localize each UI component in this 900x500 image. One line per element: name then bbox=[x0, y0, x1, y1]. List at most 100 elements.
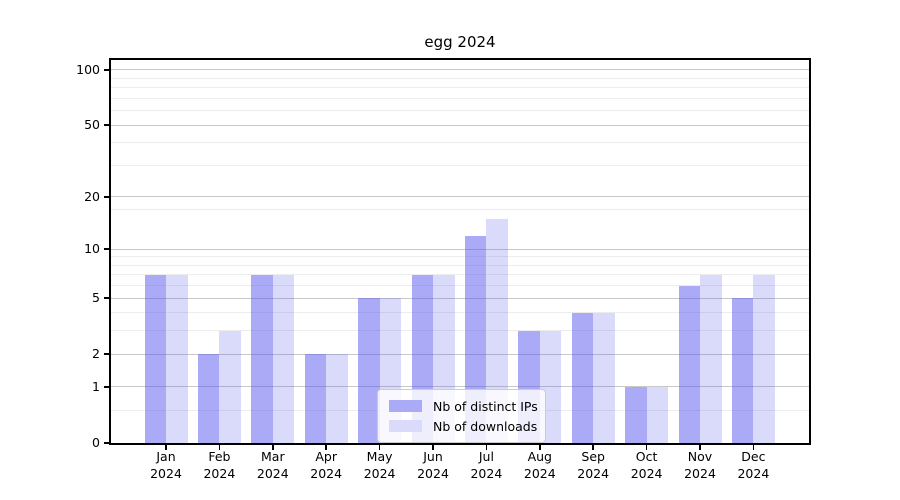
y-tick-mark bbox=[104, 124, 109, 126]
x-tick-mark bbox=[592, 445, 594, 450]
gridline-major bbox=[111, 353, 809, 355]
x-tick-month: May bbox=[366, 449, 393, 464]
x-tick-month: Jul bbox=[478, 449, 494, 464]
x-tick-label-jan: Jan 2024 bbox=[134, 449, 198, 482]
x-tick-mark bbox=[539, 445, 541, 450]
gridline-major bbox=[111, 297, 809, 299]
x-tick-label-may: May 2024 bbox=[348, 449, 412, 482]
x-tick-year: 2024 bbox=[256, 465, 289, 481]
x-tick-month: Dec bbox=[741, 449, 766, 464]
bar-distinct-ips-apr bbox=[304, 354, 327, 443]
x-tick-label-jul: Jul 2024 bbox=[454, 449, 518, 482]
x-tick-month: Feb bbox=[208, 449, 231, 464]
x-tick-month: Oct bbox=[635, 449, 658, 464]
gridline-minor bbox=[111, 77, 809, 79]
x-tick-mark bbox=[485, 445, 488, 450]
gridline-minor bbox=[111, 208, 809, 210]
x-tick-label-dec: Dec 2024 bbox=[721, 449, 785, 482]
gridline-major bbox=[111, 124, 809, 126]
x-tick-year: 2024 bbox=[363, 465, 396, 481]
legend-swatch-distinct-ips bbox=[389, 400, 422, 412]
y-tick-label: 100 bbox=[76, 61, 100, 77]
gridline-minor bbox=[111, 274, 809, 276]
x-tick-label-aug: Aug 2024 bbox=[508, 449, 572, 482]
plot-area bbox=[109, 58, 811, 445]
x-tick-month: Apr bbox=[315, 449, 337, 464]
bar-downloads-apr bbox=[326, 354, 348, 443]
gridline-minor bbox=[111, 87, 809, 89]
x-tick-label-jun: Jun 2024 bbox=[401, 449, 465, 482]
bar-distinct-ips-sep bbox=[571, 312, 594, 443]
x-tick-label-feb: Feb 2024 bbox=[187, 449, 251, 482]
x-tick-month: Aug bbox=[527, 449, 552, 464]
x-tick-mark bbox=[432, 445, 434, 450]
x-tick-month: Sep bbox=[581, 449, 605, 464]
x-tick-month: Jun bbox=[423, 449, 443, 464]
x-tick-label-apr: Apr 2024 bbox=[294, 449, 358, 482]
legend-label-distinct-ips: Nb of distinct IPs bbox=[433, 398, 538, 414]
y-tick-label: 1 bbox=[92, 378, 100, 394]
x-tick-month: Nov bbox=[687, 449, 713, 464]
y-tick-mark bbox=[104, 297, 109, 299]
bar-distinct-ips-oct bbox=[625, 386, 647, 443]
legend-swatch-downloads bbox=[389, 420, 422, 432]
x-tick-mark bbox=[218, 445, 221, 450]
x-tick-mark bbox=[752, 445, 755, 450]
legend-label-downloads: Nb of downloads bbox=[433, 418, 538, 434]
x-tick-year: 2024 bbox=[470, 465, 503, 481]
y-tick-mark bbox=[104, 442, 109, 444]
gridline-minor bbox=[111, 142, 809, 144]
gridline-minor bbox=[111, 312, 809, 314]
bar-distinct-ips-mar bbox=[251, 274, 273, 443]
bar-distinct-ips-nov bbox=[678, 285, 700, 443]
gridline-minor bbox=[111, 285, 809, 287]
gridline-minor bbox=[111, 330, 809, 332]
x-tick-year: 2024 bbox=[684, 465, 716, 481]
gridline-minor bbox=[111, 97, 809, 99]
x-tick-label-sep: Sep 2024 bbox=[561, 449, 625, 482]
x-tick-year: 2024 bbox=[630, 465, 663, 481]
y-tick-label: 0 bbox=[92, 435, 100, 450]
x-tick-year: 2024 bbox=[523, 465, 556, 481]
gridline-major bbox=[111, 196, 809, 198]
bar-distinct-ips-may bbox=[358, 298, 380, 443]
x-tick-mark bbox=[645, 445, 648, 450]
gridline-major bbox=[111, 386, 809, 388]
legend-item-downloads: Nb of downloads bbox=[378, 416, 545, 436]
x-tick-year: 2024 bbox=[577, 465, 610, 481]
x-tick-mark bbox=[272, 445, 274, 450]
x-tick-mark bbox=[165, 445, 167, 450]
y-tick-mark bbox=[104, 69, 109, 71]
y-tick-mark bbox=[104, 386, 109, 388]
legend: Nb of distinct IPs Nb of downloads bbox=[377, 389, 546, 443]
y-tick-label: 5 bbox=[92, 290, 100, 306]
x-tick-year: 2024 bbox=[150, 465, 182, 481]
x-tick-label-nov: Nov 2024 bbox=[668, 449, 732, 482]
bar-downloads-dec bbox=[753, 274, 775, 443]
y-tick-label: 10 bbox=[84, 241, 100, 257]
bar-downloads-nov bbox=[700, 274, 722, 443]
y-tick-label: 2 bbox=[92, 346, 100, 362]
bar-downloads-oct bbox=[646, 386, 669, 443]
x-tick-year: 2024 bbox=[203, 465, 236, 481]
legend-item-distinct-ips: Nb of distinct IPs bbox=[378, 396, 545, 416]
bar-downloads-feb bbox=[219, 330, 241, 443]
x-tick-month: Jan bbox=[156, 449, 176, 464]
bar-downloads-mar bbox=[272, 274, 295, 443]
y-tick-label: 20 bbox=[84, 188, 100, 204]
x-tick-label-oct: Oct 2024 bbox=[615, 449, 679, 482]
x-tick-label-mar: Mar 2024 bbox=[241, 449, 305, 482]
chart-title: egg 2024 bbox=[424, 33, 496, 51]
gridline-major bbox=[111, 69, 809, 71]
x-tick-year: 2024 bbox=[417, 465, 449, 481]
x-tick-year: 2024 bbox=[310, 465, 343, 481]
gridline-minor bbox=[111, 110, 809, 112]
x-tick-mark bbox=[378, 445, 381, 450]
gridline-minor bbox=[111, 164, 809, 166]
y-tick-mark bbox=[104, 196, 109, 198]
bar-downloads-sep bbox=[593, 312, 615, 443]
gridline-minor bbox=[111, 256, 809, 258]
x-tick-mark bbox=[699, 445, 701, 450]
x-tick-month: Mar bbox=[261, 449, 285, 464]
